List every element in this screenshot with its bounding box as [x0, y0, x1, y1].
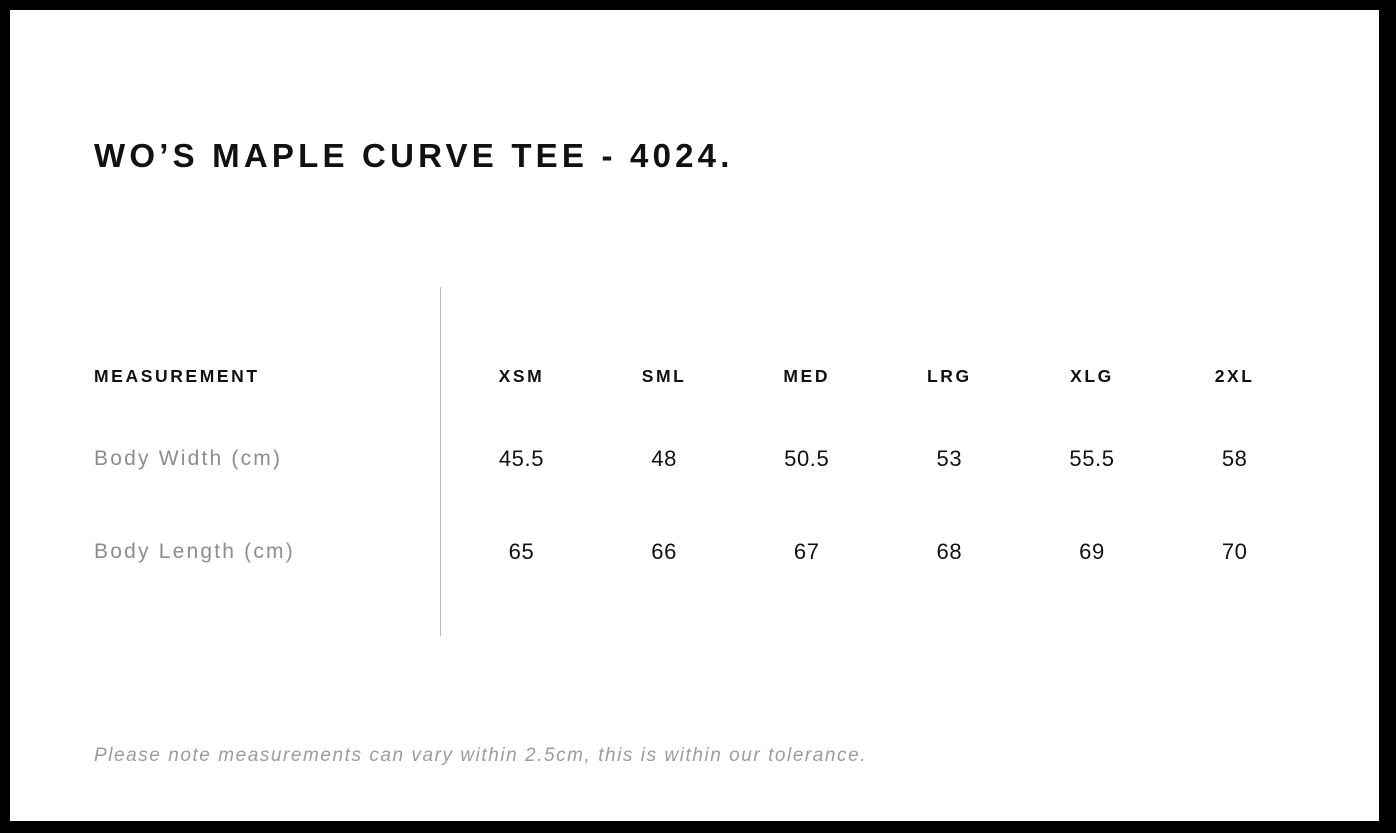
cell-body-length-xlg: 69: [1079, 538, 1105, 564]
cell-body-width-med: 50.5: [784, 445, 830, 471]
column-header-sml: SML: [641, 365, 687, 386]
table-row: Body Length (cm) 65 66 67 68 69 70: [94, 505, 1306, 598]
cell-body-length-lrg: 68: [936, 538, 963, 564]
cell-body-length-med: 67: [793, 538, 820, 564]
row-label-body-length: Body Length (cm): [94, 539, 295, 563]
table-header-row: MEASUREMENT XSM SML MED LRG XLG 2XL: [94, 340, 1306, 412]
size-chart-table: MEASUREMENT XSM SML MED LRG XLG 2XL Body…: [94, 340, 1306, 598]
cell-body-length-2xl: 70: [1221, 538, 1248, 564]
tolerance-note: Please note measurements can vary within…: [94, 745, 868, 766]
cell-body-width-lrg: 53: [936, 445, 963, 471]
page-title: WO’S MAPLE CURVE TEE - 4024.: [94, 137, 734, 175]
column-header-xsm: XSM: [498, 365, 545, 386]
cell-body-length-sml: 66: [651, 538, 677, 564]
row-label-body-width: Body Width (cm): [94, 446, 283, 470]
column-header-measurement: MEASUREMENT: [94, 365, 260, 386]
vertical-divider: [440, 287, 441, 636]
cell-body-width-xlg: 55.5: [1069, 445, 1115, 471]
column-header-lrg: LRG: [926, 365, 972, 386]
column-header-med: MED: [783, 365, 831, 386]
table-row: Body Width (cm) 45.5 48 50.5 53 55.5 58: [94, 412, 1306, 505]
column-header-2xl: 2XL: [1214, 365, 1255, 386]
cell-body-width-sml: 48: [651, 445, 677, 471]
size-chart-page: WO’S MAPLE CURVE TEE - 4024. MEASUREMENT…: [10, 10, 1379, 821]
cell-body-length-xsm: 65: [508, 538, 535, 564]
column-header-xlg: XLG: [1070, 365, 1114, 386]
cell-body-width-2xl: 58: [1221, 445, 1248, 471]
cell-body-width-xsm: 45.5: [498, 445, 545, 471]
